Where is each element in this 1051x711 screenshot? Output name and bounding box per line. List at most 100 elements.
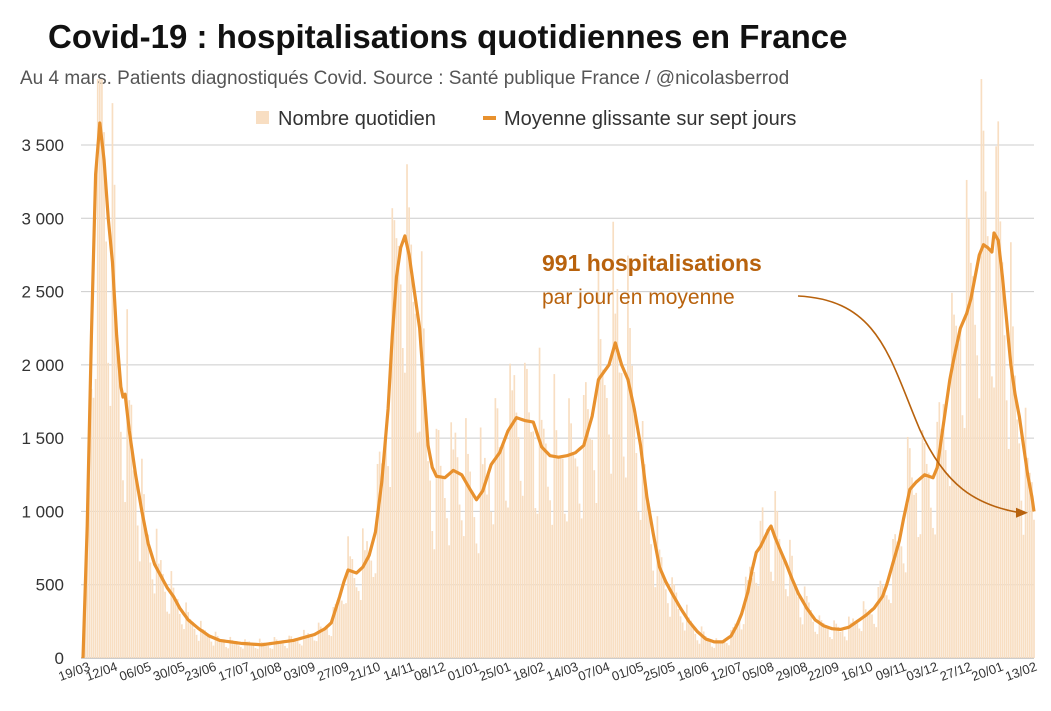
daily-bar bbox=[265, 643, 267, 658]
daily-bar bbox=[612, 221, 615, 659]
daily-bar bbox=[795, 589, 798, 658]
daily-bar bbox=[269, 648, 272, 658]
chart-title: Covid-19 : hospitalisations quotidiennes… bbox=[48, 18, 847, 55]
x-tick-label: 08/12 bbox=[412, 659, 448, 684]
daily-bar bbox=[450, 422, 453, 658]
daily-bar bbox=[404, 372, 406, 658]
x-tick-label: 27/12 bbox=[938, 659, 974, 684]
x-tick-label: 20/01 bbox=[969, 659, 1005, 684]
daily-bar bbox=[589, 438, 591, 658]
daily-bar bbox=[648, 503, 650, 658]
daily-bar bbox=[906, 436, 909, 658]
daily-bar bbox=[117, 370, 120, 658]
daily-bar bbox=[376, 463, 379, 658]
daily-bar bbox=[172, 587, 175, 658]
daily-bar bbox=[953, 314, 955, 658]
daily-bar bbox=[86, 503, 89, 658]
daily-bar bbox=[498, 447, 501, 658]
daily-bar bbox=[298, 643, 301, 658]
daily-bar bbox=[507, 507, 509, 658]
daily-bar bbox=[168, 613, 171, 658]
daily-bar bbox=[789, 539, 791, 658]
daily-bar bbox=[433, 549, 436, 658]
daily-bar bbox=[646, 489, 648, 658]
daily-bar bbox=[364, 550, 366, 658]
daily-bar bbox=[707, 639, 709, 658]
daily-bar bbox=[540, 419, 543, 658]
daily-bar bbox=[189, 618, 192, 658]
daily-bar bbox=[711, 646, 713, 658]
daily-bar bbox=[311, 635, 314, 658]
daily-bar bbox=[765, 529, 768, 658]
daily-bar bbox=[869, 610, 871, 658]
daily-bar bbox=[391, 208, 394, 659]
daily-bar bbox=[927, 472, 930, 658]
daily-bar bbox=[277, 641, 280, 658]
x-tick-label: 22/09 bbox=[805, 659, 841, 684]
daily-bar bbox=[866, 612, 869, 658]
daily-bar bbox=[296, 640, 299, 658]
daily-bar bbox=[239, 647, 242, 658]
daily-bar bbox=[223, 642, 225, 658]
daily-bar bbox=[248, 641, 251, 658]
daily-bar bbox=[94, 379, 97, 658]
daily-bar bbox=[551, 524, 554, 658]
daily-bar bbox=[263, 642, 265, 658]
daily-bar bbox=[890, 603, 892, 658]
daily-bar bbox=[435, 428, 438, 658]
daily-bar bbox=[961, 415, 964, 658]
daily-bar bbox=[557, 458, 560, 658]
daily-bar bbox=[995, 146, 997, 658]
daily-bar bbox=[500, 446, 503, 658]
daily-bar bbox=[921, 430, 924, 658]
daily-bar bbox=[673, 584, 676, 658]
daily-bar bbox=[481, 464, 484, 658]
daily-bar bbox=[279, 642, 282, 658]
daily-bar bbox=[740, 629, 743, 658]
daily-bar bbox=[202, 629, 204, 658]
daily-bar bbox=[812, 621, 814, 658]
daily-bar bbox=[488, 474, 490, 658]
daily-bar bbox=[938, 402, 941, 658]
daily-bar bbox=[484, 457, 486, 658]
daily-bar bbox=[1010, 242, 1012, 658]
daily-bar bbox=[1003, 335, 1006, 658]
daily-bar bbox=[942, 404, 945, 658]
x-tick-label: 13/02 bbox=[1003, 659, 1039, 684]
daily-bar bbox=[881, 585, 884, 658]
daily-bar bbox=[679, 616, 682, 658]
daily-bar bbox=[883, 590, 886, 658]
daily-bar bbox=[324, 627, 326, 658]
daily-bar bbox=[669, 616, 671, 658]
daily-bar bbox=[145, 528, 147, 658]
daily-bar bbox=[374, 573, 377, 658]
daily-bar bbox=[791, 555, 793, 658]
daily-bar bbox=[267, 645, 269, 658]
x-tick-label: 25/05 bbox=[641, 659, 677, 684]
daily-bar bbox=[128, 400, 131, 658]
daily-bar bbox=[925, 463, 928, 658]
daily-bar bbox=[694, 633, 697, 658]
daily-bar bbox=[368, 556, 370, 658]
daily-bar bbox=[999, 221, 1002, 659]
daily-bar bbox=[940, 428, 943, 658]
daily-bar bbox=[1001, 262, 1004, 658]
daily-bar bbox=[822, 622, 825, 658]
daily-bar bbox=[675, 592, 678, 658]
daily-bar bbox=[879, 580, 882, 658]
daily-bar bbox=[738, 618, 741, 658]
daily-bar bbox=[446, 518, 448, 658]
daily-bar bbox=[778, 538, 781, 658]
daily-bar bbox=[216, 635, 219, 658]
chart-subtitle: Au 4 mars. Patients diagnostiqués Covid.… bbox=[20, 68, 789, 89]
daily-bar bbox=[782, 560, 785, 658]
daily-bar bbox=[654, 587, 657, 658]
daily-bar bbox=[1014, 375, 1016, 658]
daily-bar bbox=[408, 207, 410, 658]
daily-bar bbox=[526, 368, 528, 658]
x-tick-label: 03/12 bbox=[904, 659, 940, 684]
daily-bar bbox=[534, 508, 537, 658]
daily-bar bbox=[749, 566, 751, 658]
daily-bar bbox=[986, 236, 989, 658]
daily-bar bbox=[107, 362, 110, 658]
